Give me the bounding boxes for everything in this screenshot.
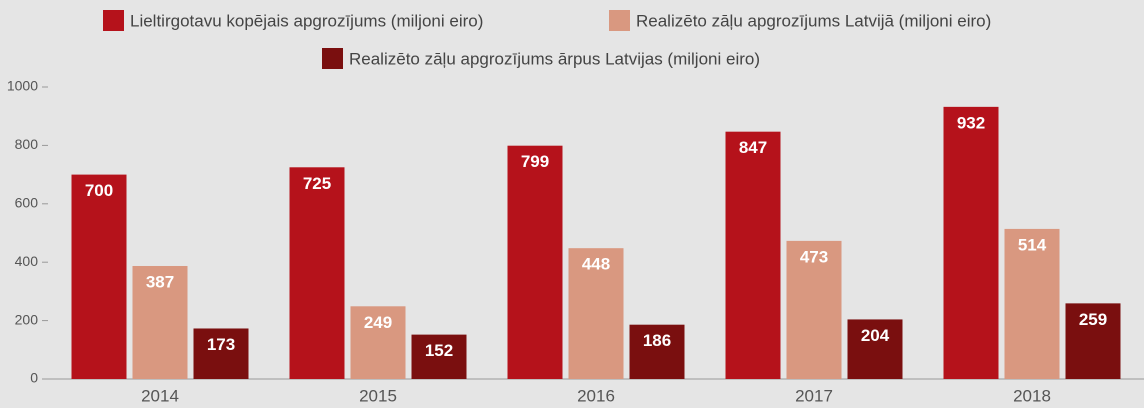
bar xyxy=(847,319,903,379)
bar xyxy=(289,167,345,379)
legend-label: Lieltirgotavu kopējais apgrozījums (milj… xyxy=(130,11,483,30)
data-label: 932 xyxy=(957,113,985,132)
x-tick-label: 2015 xyxy=(359,386,397,405)
data-label: 725 xyxy=(303,174,331,193)
bar xyxy=(943,106,999,379)
data-label: 186 xyxy=(643,331,671,350)
x-tick-label: 2018 xyxy=(1013,386,1051,405)
y-tick-label: 600 xyxy=(15,195,39,211)
bar xyxy=(1004,228,1060,379)
x-tick-label: 2014 xyxy=(141,386,179,405)
data-label: 173 xyxy=(207,335,235,354)
data-label: 799 xyxy=(521,152,549,171)
data-label: 847 xyxy=(739,138,767,157)
bar xyxy=(193,328,249,379)
bar xyxy=(71,174,127,379)
legend-swatch xyxy=(609,10,630,31)
bar xyxy=(568,248,624,379)
data-label: 152 xyxy=(425,341,453,360)
legend-swatch xyxy=(322,48,343,69)
data-label: 700 xyxy=(85,181,113,200)
data-label: 259 xyxy=(1079,310,1107,329)
data-label: 473 xyxy=(800,247,828,266)
data-label: 249 xyxy=(364,313,392,332)
bar xyxy=(1065,303,1121,379)
y-tick-label: 400 xyxy=(15,253,39,269)
legend-swatch xyxy=(103,10,124,31)
bar xyxy=(786,240,842,379)
bar xyxy=(507,145,563,379)
bar xyxy=(350,306,406,379)
data-label: 448 xyxy=(582,255,610,274)
bar xyxy=(411,334,467,379)
y-tick-label: 800 xyxy=(15,136,39,152)
bar xyxy=(132,265,188,379)
bar xyxy=(629,324,685,379)
y-tick-label: 0 xyxy=(30,370,38,386)
bar xyxy=(725,131,781,379)
legend-label: Realizēto zāļu apgrozījums ārpus Latvija… xyxy=(349,49,760,68)
legend-label: Realizēto zāļu apgrozījums Latvijā (milj… xyxy=(636,11,991,30)
y-tick-label: 200 xyxy=(15,311,39,327)
data-label: 387 xyxy=(146,272,174,291)
data-label: 204 xyxy=(861,326,890,345)
data-label: 514 xyxy=(1018,235,1047,254)
x-tick-label: 2017 xyxy=(795,386,833,405)
x-tick-label: 2016 xyxy=(577,386,615,405)
y-tick-label: 1000 xyxy=(7,78,38,94)
